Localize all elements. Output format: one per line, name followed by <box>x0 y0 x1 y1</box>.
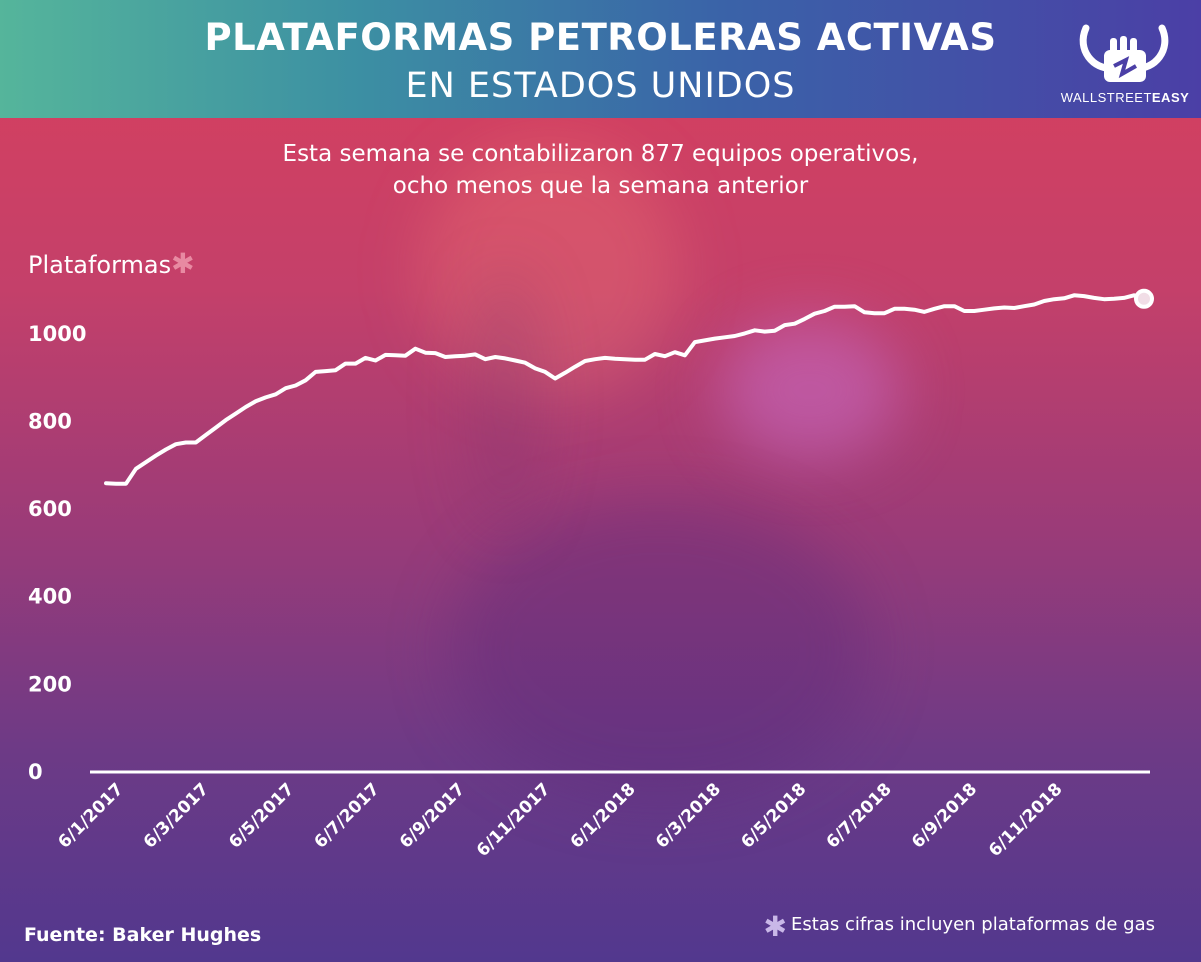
chart-subtitle: Esta semana se contabilizaron 877 equipo… <box>0 138 1201 202</box>
source-note: Fuente: Baker Hughes <box>24 924 262 946</box>
x-tick-label: 6/11/2017 <box>473 779 554 860</box>
asterisk-icon: ✱ <box>171 247 195 280</box>
x-tick-label: 6/5/2018 <box>737 779 810 852</box>
y-tick-label: 400 <box>28 585 72 609</box>
brand-name-light: WALLSTREET <box>1060 90 1152 105</box>
y-axis-title-text: Plataformas <box>28 251 172 279</box>
series-line <box>104 293 1146 486</box>
y-axis-title: Plataformas✱ <box>28 247 195 280</box>
title-line-2: EN ESTADOS UNIDOS <box>405 66 796 106</box>
subtitle-line-1: Esta semana se contabilizaron 877 equipo… <box>282 141 919 167</box>
x-tick-label: 6/1/2017 <box>54 779 127 852</box>
x-tick-label: 6/9/2018 <box>908 779 981 852</box>
x-tick-label: 6/5/2017 <box>225 779 298 852</box>
brand-name: WALLSTREETEASY <box>1050 90 1200 105</box>
y-tick-label: 800 <box>28 409 72 433</box>
x-tick-label: 6/1/2018 <box>567 779 640 852</box>
header-banner: PLATAFORMAS PETROLERAS ACTIVAS EN ESTADO… <box>0 0 1201 118</box>
footnote-text: Estas cifras incluyen plataformas de gas <box>791 914 1155 935</box>
brand-name-bold: EASY <box>1151 90 1190 105</box>
y-tick-label: 600 <box>28 497 72 521</box>
x-tick-label: 6/3/2017 <box>140 779 213 852</box>
footnote: ✱ Estas cifras incluyen plataformas de ga… <box>764 910 1155 943</box>
y-tick-label: 1000 <box>28 322 86 346</box>
x-tick-label: 6/11/2018 <box>985 779 1066 860</box>
y-tick-label: 200 <box>28 672 72 696</box>
x-tick-label: 6/7/2017 <box>311 779 384 852</box>
last-point-marker <box>1134 288 1154 309</box>
subtitle-line-2: ocho menos que la semana anterior <box>392 173 809 199</box>
title-line-1: PLATAFORMAS PETROLERAS ACTIVAS <box>204 16 997 59</box>
x-tick-label: 6/9/2017 <box>396 779 469 852</box>
x-tick-label: 6/3/2018 <box>652 779 725 852</box>
y-tick-label: 0 <box>28 760 43 784</box>
bull-fist-icon <box>1079 24 1169 82</box>
asterisk-icon: ✱ <box>763 910 788 943</box>
x-tick-label: 6/7/2018 <box>823 779 896 852</box>
